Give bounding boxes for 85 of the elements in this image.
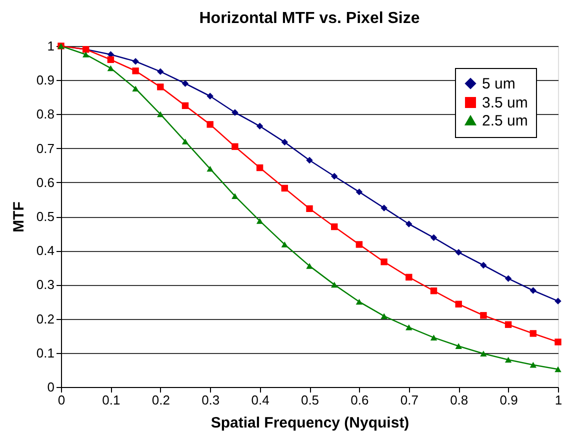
y-tick-label: 0.3	[36, 277, 54, 292]
y-tick-label: 0.1	[36, 345, 54, 360]
point	[530, 362, 537, 368]
point	[82, 52, 90, 58]
point	[281, 184, 288, 192]
x-tick-label: 0.3	[202, 392, 220, 408]
legend-label: 3.5 um	[482, 94, 528, 112]
y-tick-label: 0.2	[36, 311, 54, 326]
point	[157, 84, 164, 90]
point	[306, 263, 313, 269]
point	[157, 68, 164, 75]
point	[380, 258, 388, 266]
point	[306, 205, 313, 212]
point	[330, 223, 338, 230]
y-tick-label: 0.9	[36, 72, 54, 88]
point	[356, 298, 363, 305]
x-tick-label: 1	[554, 392, 562, 408]
point	[281, 138, 288, 146]
point	[504, 356, 512, 363]
y-tick-label: 0.5	[36, 209, 54, 224]
x-tick-label: 0.8	[450, 392, 468, 408]
point	[256, 218, 264, 224]
point	[406, 274, 412, 281]
point	[480, 312, 487, 319]
y-tick-label: 0.4	[36, 243, 54, 258]
point	[455, 248, 462, 256]
point	[356, 241, 363, 248]
y-tick-label: 0	[47, 380, 54, 394]
point	[380, 204, 388, 212]
point	[380, 313, 388, 319]
x-tick-label: 0.2	[152, 392, 170, 408]
x-tick-label: 0.9	[500, 392, 518, 408]
point	[182, 80, 189, 87]
x-tick-label: 0.1	[102, 392, 120, 408]
point	[554, 298, 562, 304]
point	[430, 287, 438, 294]
point	[455, 300, 462, 308]
y-tick-label: 1	[47, 38, 54, 54]
point	[281, 242, 288, 248]
x-axis-title: Spatial Frequency (Nyquist)	[210, 414, 410, 432]
point	[406, 220, 412, 228]
point	[107, 65, 114, 72]
y-tick-label: 0.6	[36, 174, 54, 190]
point	[132, 68, 139, 74]
point	[554, 338, 562, 346]
y-tick-label: 0.7	[36, 140, 54, 156]
point	[182, 138, 189, 144]
point	[330, 282, 338, 288]
point	[406, 324, 412, 330]
point	[232, 143, 238, 150]
point	[306, 156, 313, 164]
point	[480, 350, 487, 356]
x-tick-label: 0.5	[300, 392, 320, 408]
chart-title: Horizontal MTF vs. Pixel Size	[199, 10, 420, 27]
point	[206, 121, 214, 128]
point	[504, 275, 512, 282]
point	[232, 193, 238, 199]
legend-label: 5 um	[482, 76, 516, 92]
point	[504, 321, 512, 328]
point	[330, 172, 338, 180]
point	[256, 122, 264, 130]
point	[206, 92, 214, 100]
point	[157, 111, 164, 118]
point	[132, 58, 139, 65]
point	[430, 334, 438, 340]
point	[554, 366, 562, 372]
x-tick-label: 0.7	[400, 392, 418, 408]
point	[132, 86, 139, 92]
point	[232, 109, 238, 116]
point	[356, 188, 363, 196]
legend-label: 2.5 um	[482, 112, 528, 130]
x-tick-label: 0.6	[350, 392, 369, 408]
x-tick-label: 0	[58, 392, 66, 408]
y-axis-title: MTF	[10, 202, 28, 232]
x-tick-label: 0.4	[251, 392, 270, 408]
point	[430, 234, 438, 241]
point	[480, 262, 487, 269]
point	[256, 164, 264, 172]
point	[530, 330, 537, 337]
point	[455, 343, 462, 349]
point	[182, 102, 189, 110]
point	[530, 287, 537, 294]
point	[206, 166, 214, 172]
point	[107, 56, 114, 63]
y-tick-label: 0.8	[36, 106, 54, 122]
